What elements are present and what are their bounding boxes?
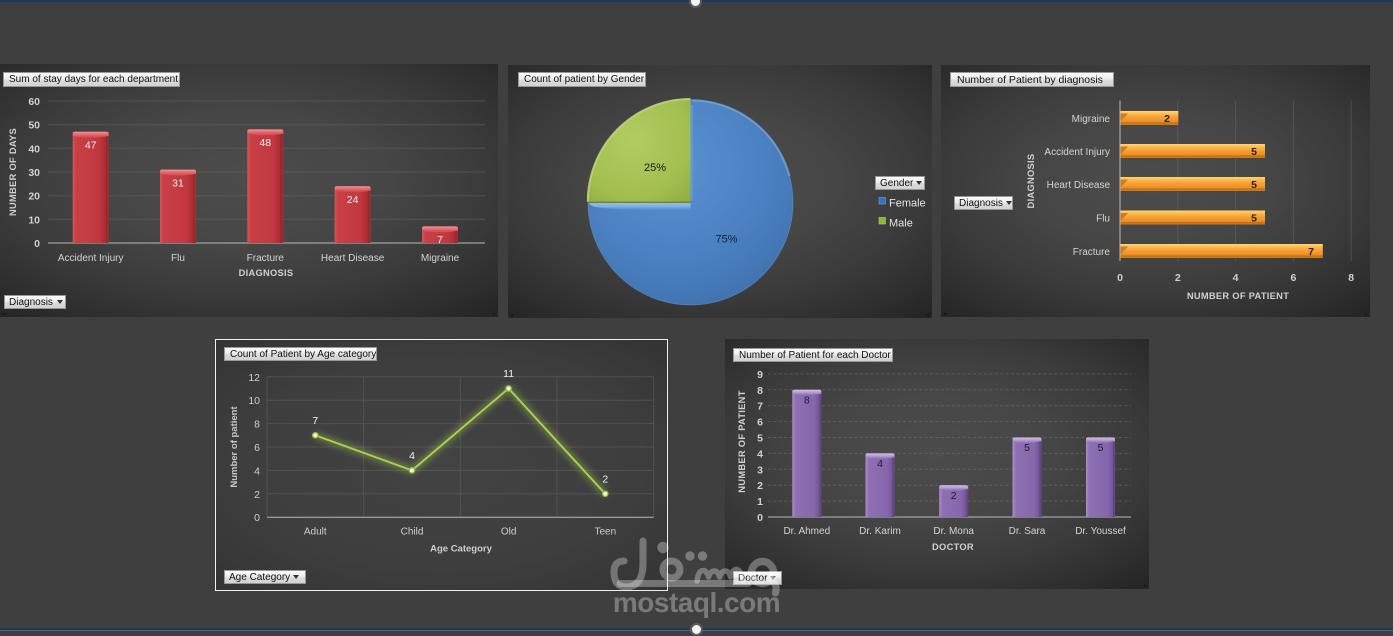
svg-text:25%: 25% xyxy=(644,162,666,174)
svg-text:Male: Male xyxy=(889,218,913,230)
svg-text:7: 7 xyxy=(312,415,318,427)
svg-text:Fracture: Fracture xyxy=(1073,247,1111,258)
svg-text:6: 6 xyxy=(254,442,260,454)
svg-text:0: 0 xyxy=(34,238,40,250)
svg-text:10: 10 xyxy=(28,214,40,226)
svg-text:8: 8 xyxy=(757,385,763,397)
svg-text:47: 47 xyxy=(85,140,97,152)
svg-text:2: 2 xyxy=(1164,113,1170,125)
svg-text:DOCTOR: DOCTOR xyxy=(932,542,974,552)
svg-text:2: 2 xyxy=(254,489,260,501)
svg-text:50: 50 xyxy=(28,120,40,132)
svg-text:Teen: Teen xyxy=(594,527,616,538)
svg-text:NUMBER OF PATIENT: NUMBER OF PATIENT xyxy=(737,390,747,492)
svg-text:Heart Disease: Heart Disease xyxy=(1047,180,1111,191)
svg-text:2: 2 xyxy=(757,480,763,492)
svg-text:40: 40 xyxy=(28,143,40,155)
svg-text:8: 8 xyxy=(1348,272,1354,284)
svg-text:6: 6 xyxy=(1290,272,1296,284)
svg-text:9: 9 xyxy=(757,369,763,381)
svg-text:7: 7 xyxy=(757,401,763,413)
svg-text:3: 3 xyxy=(757,464,763,476)
svg-text:31: 31 xyxy=(172,178,184,190)
svg-text:mostaql.com: mostaql.com xyxy=(613,587,780,618)
svg-text:2: 2 xyxy=(602,474,608,486)
svg-text:5: 5 xyxy=(1251,213,1257,225)
svg-text:DIAGNOSIS: DIAGNOSIS xyxy=(239,268,294,278)
svg-text:4: 4 xyxy=(409,450,415,462)
svg-text:1: 1 xyxy=(757,496,763,508)
svg-text:7: 7 xyxy=(1308,246,1314,258)
svg-text:5: 5 xyxy=(1024,442,1030,454)
svg-text:2: 2 xyxy=(951,490,957,502)
svg-text:60: 60 xyxy=(28,96,40,108)
svg-text:Dr. Sara: Dr. Sara xyxy=(1009,526,1046,537)
svg-text:0: 0 xyxy=(757,512,763,524)
svg-text:DIAGNOSIS: DIAGNOSIS xyxy=(1026,154,1036,209)
svg-text:5: 5 xyxy=(757,433,763,445)
svg-text:8: 8 xyxy=(254,419,260,431)
svg-text:6: 6 xyxy=(757,417,763,429)
svg-text:Dr. Youssef: Dr. Youssef xyxy=(1075,526,1126,537)
svg-text:NUMBER OF DAYS: NUMBER OF DAYS xyxy=(8,128,18,216)
svg-text:4: 4 xyxy=(757,448,763,460)
svg-text:Flu: Flu xyxy=(1096,214,1110,225)
svg-text:30: 30 xyxy=(28,167,40,179)
svg-text:11: 11 xyxy=(503,368,514,380)
svg-text:5: 5 xyxy=(1098,442,1104,454)
svg-text:Old: Old xyxy=(501,527,517,538)
svg-text:Accident Injury: Accident Injury xyxy=(58,253,124,264)
svg-text:7: 7 xyxy=(437,234,443,246)
svg-text:Heart Disease: Heart Disease xyxy=(321,253,385,264)
svg-text:Child: Child xyxy=(401,527,424,538)
svg-text:0: 0 xyxy=(254,512,260,524)
svg-text:24: 24 xyxy=(347,194,359,206)
svg-text:4: 4 xyxy=(254,465,260,477)
svg-text:Flu: Flu xyxy=(171,253,185,264)
svg-text:Age Category: Age Category xyxy=(430,544,492,555)
svg-text:Adult: Adult xyxy=(304,527,327,538)
svg-text:20: 20 xyxy=(28,191,40,203)
svg-text:0: 0 xyxy=(1117,272,1123,284)
svg-text:48: 48 xyxy=(259,137,271,149)
svg-text:4: 4 xyxy=(877,458,883,470)
svg-text:5: 5 xyxy=(1251,146,1257,158)
svg-text:8: 8 xyxy=(804,395,810,407)
svg-text:Migraine: Migraine xyxy=(1072,114,1111,125)
svg-text:Accident Injury: Accident Injury xyxy=(1044,147,1110,158)
svg-text:Migraine: Migraine xyxy=(421,253,460,264)
svg-text:12: 12 xyxy=(248,372,260,384)
svg-text:Dr. Ahmed: Dr. Ahmed xyxy=(783,526,830,537)
svg-text:NUMBER OF PATIENT: NUMBER OF PATIENT xyxy=(1187,291,1289,301)
svg-text:4: 4 xyxy=(1233,272,1239,284)
svg-text:Fracture: Fracture xyxy=(247,253,285,264)
svg-text:2: 2 xyxy=(1175,272,1181,284)
svg-text:10: 10 xyxy=(248,395,260,407)
svg-text:Female: Female xyxy=(889,198,926,210)
svg-text:5: 5 xyxy=(1251,179,1257,191)
svg-text:Dr. Mona: Dr. Mona xyxy=(933,526,974,537)
svg-text:Dr. Karim: Dr. Karim xyxy=(859,526,901,537)
svg-text:Number of patient: Number of patient xyxy=(229,406,240,488)
svg-text:75%: 75% xyxy=(715,234,737,246)
